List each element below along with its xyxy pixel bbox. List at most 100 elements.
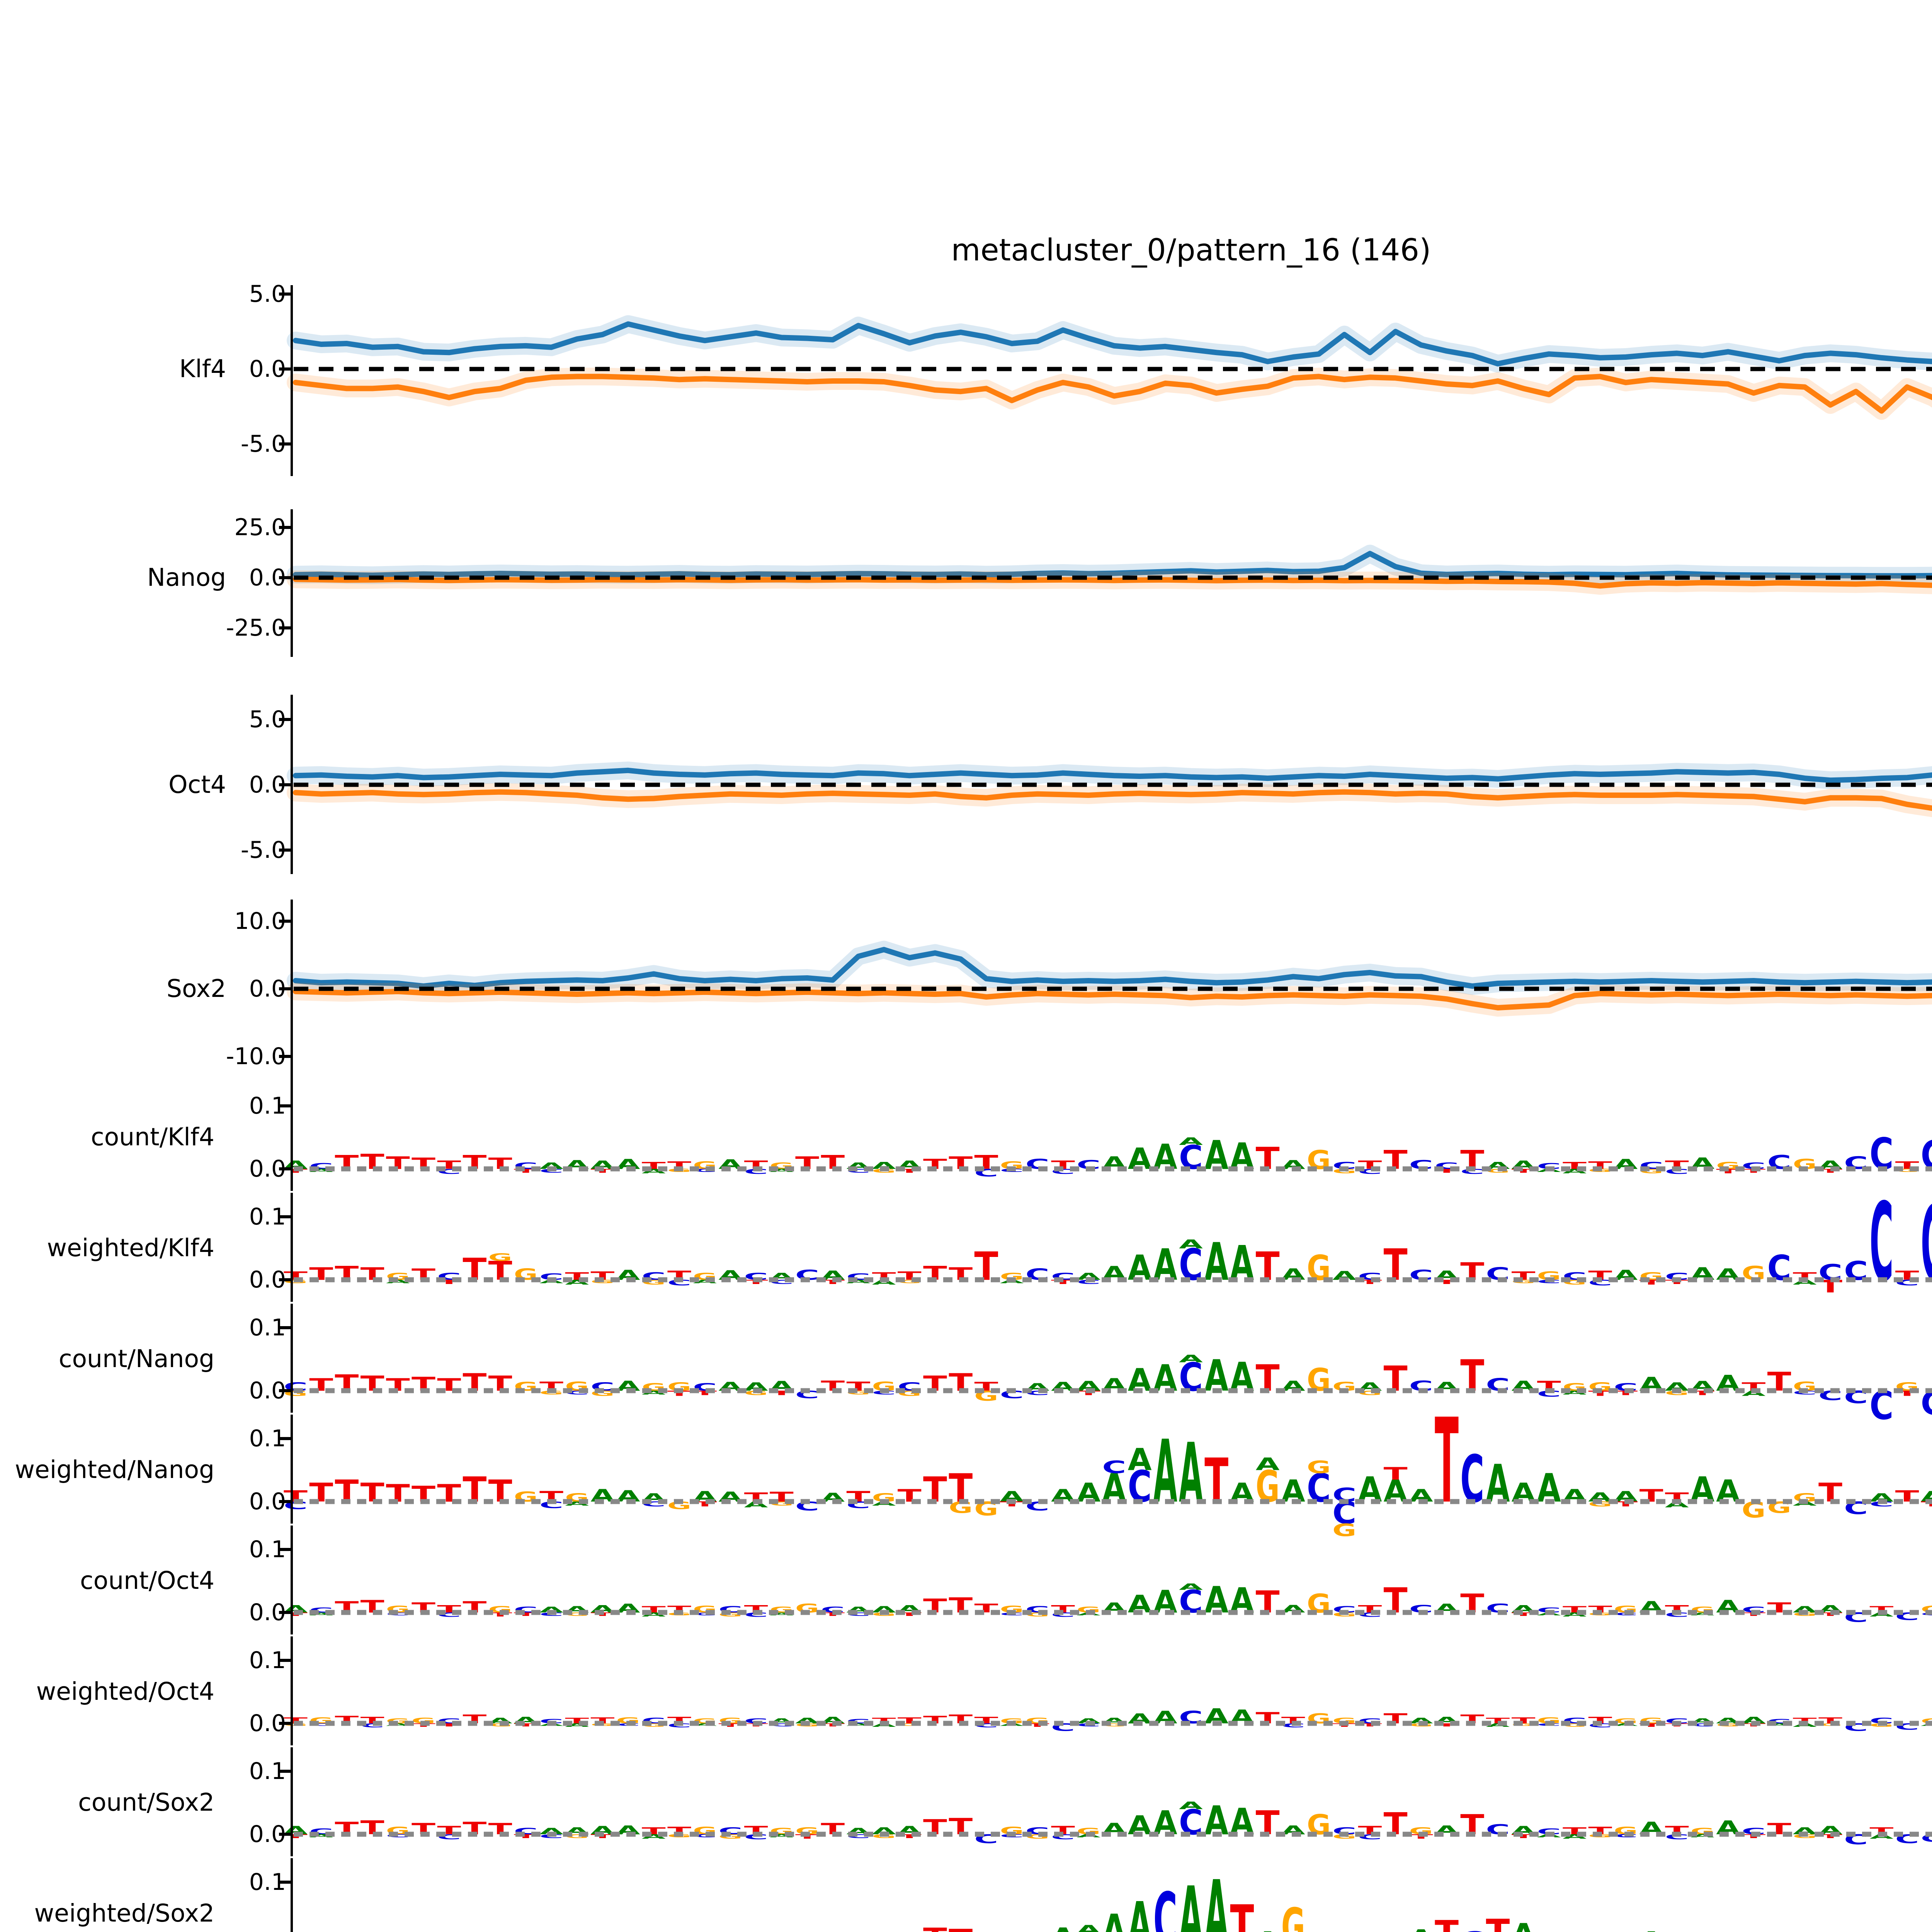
count_klf4-logo-letter-A: A (1179, 1136, 1203, 1148)
count_sox2-logo-letter-A: A (1230, 1801, 1254, 1843)
weighted_oct4-logo-letter-A: A (693, 1723, 717, 1726)
count_klf4-logo-letter-A: A (1204, 1133, 1228, 1179)
count_nanog-logo-letter-A: A (1153, 1357, 1177, 1400)
count_klf4-y-tick-mark (279, 1104, 293, 1107)
weighted_sox2-y-axis-spine (291, 1858, 293, 1932)
count_nanog-logo-letter-T: T (1256, 1357, 1280, 1400)
weighted_klf4-y-tick-mark (279, 1278, 293, 1281)
count_nanog-logo-letter-A: A (1204, 1350, 1228, 1401)
ytick-nanog-zero: 0.0 (249, 564, 286, 591)
count_oct4-y-tick-mark (279, 1611, 293, 1614)
count_nanog-logo-letter-T: T (667, 1389, 692, 1398)
count_klf4-logo-letter-C: C (1921, 1133, 1932, 1179)
weighted_klf4-y-axis-spine (291, 1193, 293, 1302)
oct4-y-tick-mark (279, 849, 293, 852)
weighted_sox2-logo-letter-A: A (1716, 1929, 1740, 1932)
sox2-y-tick-mark (279, 987, 293, 990)
weighted_sox2-logo-letter-T: T (1486, 1912, 1510, 1932)
ytick-oct4-pos: 5.0 (249, 706, 286, 733)
weighted_oct4-logo-letter-G: G (898, 1723, 922, 1726)
row-label-weighted-klf4: weighted/Klf4 (47, 1234, 214, 1262)
weighted_oct4-logo-letter-G: G (1818, 1723, 1842, 1726)
count_oct4-logo-letter-A: A (309, 1612, 333, 1616)
count_nanog-logo-letter-A: A (1230, 1354, 1254, 1400)
count_sox2-y-tick-mark (279, 1770, 293, 1773)
ytick-weighted-sox2-00: 0.0 (249, 1930, 286, 1932)
ytick-count-oct4-00: 0.0 (249, 1599, 286, 1626)
oct4-positive-line (293, 767, 1932, 783)
oct4-y-tick-mark (279, 718, 293, 721)
count_klf4-logo-letter-C: C (1537, 1162, 1561, 1170)
weighted_sox2-logo-letter-A: A (1256, 1927, 1280, 1932)
weighted_oct4-logo-letter-A: A (846, 1723, 871, 1726)
panel-weighted_klf4: TGTTTGATCTTTGGCATATGACGTCGAACTACCATCATAT… (279, 1180, 1932, 1306)
weighted_sox2-y-tick-mark (279, 1881, 293, 1884)
weighted_nanog-logo-letter-C: C (1460, 1442, 1484, 1517)
klf4-y-tick-mark (279, 442, 293, 446)
weighted_sox2-logo-letter-A: A (1537, 1929, 1561, 1932)
weighted_sox2-logo-letter-A: A (1128, 1889, 1152, 1932)
row-label-count-oct4: count/Oct4 (80, 1566, 214, 1595)
klf4-positive-line (293, 321, 1932, 367)
weighted_nanog-logo-letter-A: A (1486, 1453, 1510, 1514)
weighted_oct4-y-axis-spine (291, 1636, 293, 1745)
nanog-positive-line (293, 551, 1932, 579)
sox2-negative-line (293, 989, 1932, 1010)
weighted_sox2-logo-letter-A: A (1512, 1918, 1536, 1932)
weighted_nanog-y-tick-mark (279, 1500, 293, 1503)
klf4-y-tick-mark (279, 367, 293, 371)
weighted_sox2-logo-letter-G: G (1281, 1897, 1305, 1932)
count_klf4-y-tick-mark (279, 1167, 293, 1170)
sox2-y-tick-mark (279, 920, 293, 923)
weighted_klf4-logo-letter-T: T (974, 1244, 998, 1289)
weighted_sox2-logo-letter-T: T (309, 1931, 333, 1932)
ytick-nanog-pos: 25.0 (234, 514, 286, 541)
weighted_nanog-logo-letter-A: A (1128, 1442, 1152, 1477)
oct4-y-tick-mark (279, 783, 293, 786)
count_oct4-logo-letter-C: C (693, 1612, 717, 1616)
ytick-count-klf4-01: 0.1 (249, 1092, 286, 1119)
ytick-count-oct4-01: 0.1 (249, 1536, 286, 1563)
panel-count_oct4: ATCATTGCTTCTGTCTACAGATATATGGCCGTCGAGCTAC… (279, 1526, 1932, 1634)
ytick-weighted-klf4-00: 0.0 (249, 1266, 286, 1293)
weighted_sox2-logo-letter-C: C (1358, 1929, 1382, 1932)
count_sox2-logo-letter-C: C (1537, 1827, 1561, 1836)
ytick-sox2-neg: -10.0 (226, 1043, 286, 1070)
weighted_sox2-logo-letter-C: C (1460, 1927, 1484, 1932)
weighted_oct4-y-tick-mark (279, 1722, 293, 1725)
weighted_klf4-logo-letter-A: A (1230, 1236, 1254, 1291)
row-label-sox2: Sox2 (167, 975, 226, 1003)
weighted_nanog-logo-letter-A: A (1537, 1466, 1561, 1511)
nanog-negative-line (293, 577, 1932, 589)
weighted_sox2-logo-letter-A: A (1409, 1925, 1433, 1932)
weighted_klf4-logo-letter-C: C (1869, 1180, 1893, 1306)
weighted_oct4-y-tick-mark (279, 1659, 293, 1662)
panel-klf4 (279, 285, 1932, 476)
weighted_sox2-logo-letter-T: T (463, 1929, 486, 1932)
count_oct4-logo-letter-A: A (1179, 1582, 1203, 1592)
oct4-negative-line (293, 789, 1932, 811)
ytick-count-sox2-00: 0.0 (249, 1821, 286, 1848)
count_nanog-y-axis-spine (291, 1304, 293, 1413)
count_oct4-y-axis-spine (291, 1526, 293, 1634)
count_sox2-logo-letter-A: A (1204, 1798, 1228, 1844)
count_oct4-logo-letter-A: A (1690, 1612, 1715, 1616)
weighted_oct4-logo-letter-A: A (1767, 1723, 1792, 1726)
row-label-count-sox2: count/Sox2 (78, 1788, 214, 1816)
weighted_klf4-logo-letter-G: G (488, 1252, 512, 1264)
weighted_sox2-logo-letter-T: T (923, 1923, 947, 1932)
weighted_nanog-logo-letter-G: G (1307, 1458, 1331, 1478)
panel-oct4 (279, 695, 1932, 874)
weighted_klf4-y-tick-mark (279, 1215, 293, 1218)
weighted_oct4-logo-letter-G: G (1512, 1723, 1536, 1726)
row-label-weighted-oct4: weighted/Oct4 (36, 1677, 214, 1706)
weighted_sox2-logo-letter-G: G (1077, 1931, 1100, 1932)
weighted_sox2-logo-letter-A: A (1179, 1870, 1203, 1932)
weighted_klf4-logo-letter-T: T (1256, 1244, 1280, 1289)
panel-weighted_oct4: TGGCTTCGAGTCTTAGATCATATGGCCGTCGAGTCTACAG… (279, 1636, 1932, 1745)
count_nanog-logo-letter-T: T (1460, 1350, 1484, 1401)
count_nanog-logo-letter-A: A (1179, 1353, 1203, 1365)
ytick-sox2-pos: 10.0 (234, 908, 286, 935)
ytick-oct4-zero: 0.0 (249, 771, 286, 798)
count_klf4-y-axis-spine (291, 1082, 293, 1191)
